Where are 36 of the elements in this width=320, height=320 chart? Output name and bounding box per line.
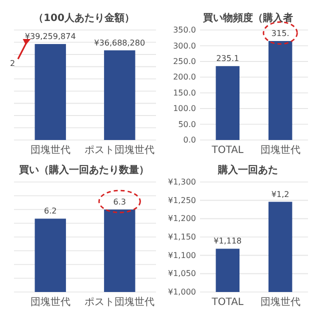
x-tick-label: 団塊世代 bbox=[260, 144, 300, 156]
x-tick-label: 団塊世代 bbox=[30, 296, 70, 308]
y-tick-label: 0.0 bbox=[183, 136, 196, 145]
y-tick-label: ¥1,150 bbox=[168, 232, 196, 242]
y-tick-label: ¥1,050 bbox=[168, 269, 196, 278]
data-label: ¥36,688,280 bbox=[94, 38, 146, 48]
y-tick-label: 200.0 bbox=[173, 72, 196, 82]
chart-title: 購入一回あた bbox=[217, 164, 278, 176]
x-tick-label: ポスト団塊世代 bbox=[84, 144, 155, 156]
y-tick-label: 300.0 bbox=[173, 41, 196, 50]
data-label: 6.2 bbox=[44, 206, 57, 216]
x-tick-label: 団塊世代 bbox=[260, 296, 300, 308]
annotation: 2 bbox=[10, 59, 16, 68]
chart-title: （100人あたり金額） bbox=[34, 12, 134, 24]
chart-title: 買い（購入一回あたり数量） bbox=[18, 164, 149, 176]
data-label: ¥39,259,874 bbox=[24, 32, 76, 42]
y-tick-label: ¥1,200 bbox=[168, 214, 196, 224]
x-tick-label: TOTAL bbox=[210, 145, 244, 156]
data-label: 6.3 bbox=[113, 198, 126, 206]
data-label: ¥1,118 bbox=[214, 236, 242, 246]
chart-title: 買い物頻度（購入者 bbox=[202, 12, 293, 24]
y-tick-label: ¥1,250 bbox=[168, 196, 196, 205]
y-tick-label: ¥1,300 bbox=[168, 178, 196, 187]
annotation: ¥1,2 bbox=[271, 190, 290, 199]
y-tick-label: 250.0 bbox=[173, 56, 196, 66]
y-tick-label: 50.0 bbox=[178, 120, 196, 129]
x-tick-label: ポスト団塊世代 bbox=[84, 296, 155, 308]
y-tick-label: 150.0 bbox=[173, 88, 196, 98]
y-tick-label: ¥1,100 bbox=[168, 250, 196, 260]
y-tick-label: 350.0 bbox=[173, 26, 196, 35]
y-tick-label: 100.0 bbox=[173, 104, 196, 114]
x-tick-label: 団塊世代 bbox=[30, 144, 70, 156]
y-tick-label: ¥1,000 bbox=[168, 288, 196, 297]
data-label: 315. bbox=[271, 29, 290, 38]
data-label: 235.1 bbox=[216, 54, 240, 64]
x-tick-label: TOTAL bbox=[210, 297, 244, 308]
